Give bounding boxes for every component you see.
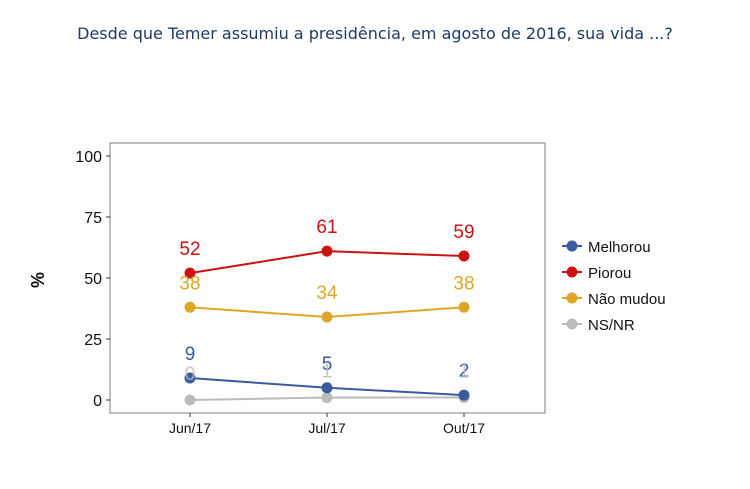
data-label: 38: [453, 273, 474, 294]
data-label: 2: [459, 361, 470, 382]
data-label: 5: [322, 354, 333, 375]
legend-label: Não mudou: [588, 291, 666, 308]
plot-panel: [109, 142, 546, 414]
data-point: [458, 389, 470, 401]
x-tick-label: Jun/17: [169, 420, 211, 436]
legend-label: Melhorou: [588, 239, 651, 256]
y-axis-label: %: [28, 272, 48, 288]
y-tick-label: 0: [93, 393, 102, 410]
data-label: 59: [453, 222, 474, 243]
data-point: [321, 311, 333, 323]
data-label: 34: [316, 283, 338, 304]
y-tick-label: 50: [84, 271, 102, 288]
data-point: [458, 250, 470, 262]
data-point: [458, 301, 470, 313]
data-label: 1: [459, 362, 470, 383]
data-label: 61: [316, 217, 337, 238]
data-point: [321, 245, 333, 257]
legend-key-marker: [566, 240, 578, 252]
legend-key-marker: [566, 318, 578, 330]
data-point: [321, 382, 333, 394]
legend-key-marker: [566, 266, 578, 278]
legend-label: NS/NR: [588, 317, 635, 334]
data-label: 52: [179, 239, 200, 260]
data-point: [184, 301, 196, 313]
chart-title: Desde que Temer assumiu a presidência, e…: [77, 24, 673, 43]
x-tick-label: Out/17: [443, 420, 485, 436]
x-tick-label: Jul/17: [308, 420, 346, 436]
y-tick-label: 25: [84, 332, 102, 349]
data-label: 1: [322, 362, 333, 383]
data-point: [184, 267, 196, 279]
data-point: [184, 372, 196, 384]
data-point: [184, 394, 196, 406]
data-label: 38: [179, 273, 200, 294]
legend-label: Piorou: [588, 265, 631, 282]
data-label: 0: [185, 364, 196, 385]
data-label: 9: [185, 344, 196, 365]
y-tick-label: 75: [84, 210, 102, 227]
legend-key-marker: [566, 292, 578, 304]
y-tick-label: 100: [75, 149, 102, 166]
data-point: [321, 392, 333, 404]
